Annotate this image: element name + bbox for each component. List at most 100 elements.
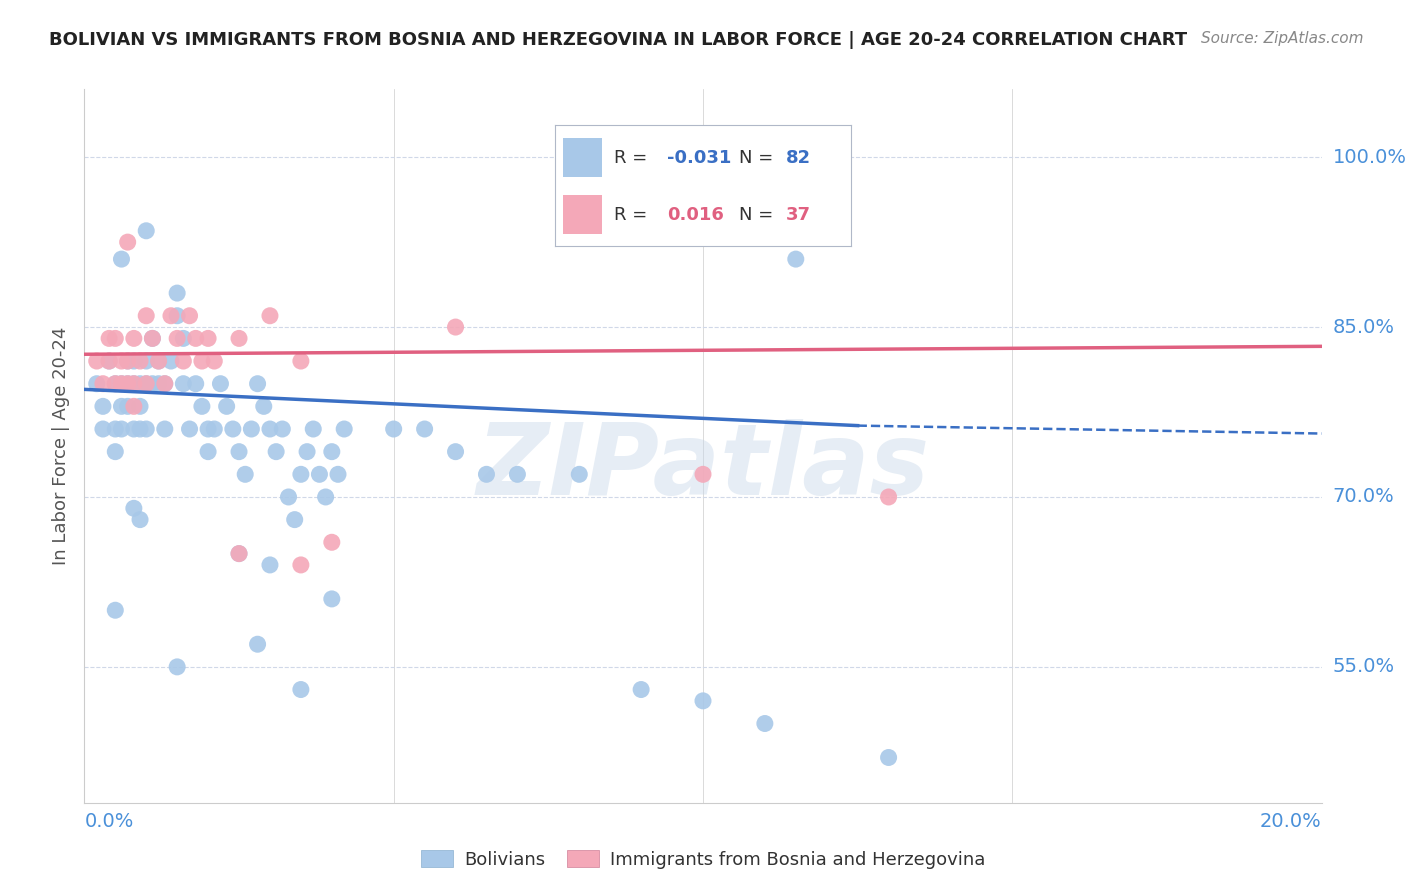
Point	[877, 490, 900, 504]
Point	[284, 513, 307, 527]
Point	[129, 513, 152, 527]
Point	[122, 501, 145, 516]
Text: 20.0%: 20.0%	[1260, 812, 1322, 830]
Point	[172, 331, 194, 345]
Text: BOLIVIAN VS IMMIGRANTS FROM BOSNIA AND HERZEGOVINA IN LABOR FORCE | AGE 20-24 CO: BOLIVIAN VS IMMIGRANTS FROM BOSNIA AND H…	[49, 31, 1187, 49]
Point	[877, 750, 900, 764]
Point	[184, 331, 207, 345]
Point	[444, 320, 467, 334]
Point	[117, 354, 139, 368]
Point	[135, 309, 157, 323]
Point	[321, 444, 343, 458]
Point	[179, 309, 201, 323]
Y-axis label: In Labor Force | Age 20-24: In Labor Force | Age 20-24	[52, 326, 70, 566]
Point	[222, 422, 245, 436]
Text: R =: R =	[614, 149, 652, 167]
Point	[197, 331, 219, 345]
Point	[135, 376, 157, 391]
Point	[506, 467, 529, 482]
Point	[302, 422, 325, 436]
Point	[172, 354, 194, 368]
Point	[98, 331, 121, 345]
Point	[117, 400, 139, 414]
Point	[104, 376, 127, 391]
Point	[184, 376, 207, 391]
Point	[295, 444, 318, 458]
Point	[172, 376, 194, 391]
Text: 37: 37	[786, 206, 811, 224]
Point	[110, 252, 132, 266]
Point	[153, 376, 176, 391]
Point	[179, 422, 201, 436]
Point	[117, 376, 139, 391]
Point	[475, 467, 498, 482]
Point	[129, 354, 152, 368]
Text: N =: N =	[738, 149, 779, 167]
Point	[122, 376, 145, 391]
Point	[166, 660, 188, 674]
Point	[104, 376, 127, 391]
Text: 70.0%: 70.0%	[1333, 487, 1395, 507]
Point	[86, 376, 108, 391]
Text: 0.016: 0.016	[668, 206, 724, 224]
Legend: Bolivians, Immigrants from Bosnia and Herzegovina: Bolivians, Immigrants from Bosnia and He…	[413, 843, 993, 876]
Text: ZIPatlas: ZIPatlas	[477, 419, 929, 516]
Point	[785, 252, 807, 266]
Point	[122, 400, 145, 414]
Point	[191, 400, 214, 414]
Point	[259, 422, 281, 436]
Point	[202, 422, 225, 436]
Point	[141, 331, 163, 345]
FancyBboxPatch shape	[564, 195, 602, 234]
Point	[91, 400, 114, 414]
Point	[215, 400, 238, 414]
Point	[290, 467, 312, 482]
Point	[104, 422, 127, 436]
Text: 100.0%: 100.0%	[1333, 148, 1406, 167]
Point	[98, 354, 121, 368]
Point	[209, 376, 232, 391]
Point	[277, 490, 299, 504]
Point	[290, 558, 312, 572]
Point	[104, 444, 127, 458]
Point	[259, 558, 281, 572]
Point	[271, 422, 294, 436]
Point	[202, 354, 225, 368]
Point	[117, 376, 139, 391]
Point	[141, 331, 163, 345]
Point	[321, 535, 343, 549]
Text: Source: ZipAtlas.com: Source: ZipAtlas.com	[1201, 31, 1364, 46]
Point	[135, 224, 157, 238]
Text: -0.031: -0.031	[668, 149, 731, 167]
Point	[246, 637, 269, 651]
Point	[91, 422, 114, 436]
Point	[110, 422, 132, 436]
Point	[692, 467, 714, 482]
Point	[382, 422, 405, 436]
Point	[191, 354, 214, 368]
Point	[117, 354, 139, 368]
Point	[122, 354, 145, 368]
Point	[104, 603, 127, 617]
Point	[308, 467, 330, 482]
Point	[98, 354, 121, 368]
Point	[197, 422, 219, 436]
Point	[240, 422, 263, 436]
Point	[692, 694, 714, 708]
Point	[253, 400, 276, 414]
Point	[290, 682, 312, 697]
Point	[413, 422, 436, 436]
Point	[129, 400, 152, 414]
Point	[228, 547, 250, 561]
Point	[135, 376, 157, 391]
Point	[104, 331, 127, 345]
Point	[246, 376, 269, 391]
Point	[135, 422, 157, 436]
Point	[148, 376, 170, 391]
Point	[326, 467, 349, 482]
Text: R =: R =	[614, 206, 652, 224]
Point	[153, 422, 176, 436]
Text: 55.0%: 55.0%	[1333, 657, 1395, 676]
Point	[141, 376, 163, 391]
FancyBboxPatch shape	[564, 138, 602, 177]
